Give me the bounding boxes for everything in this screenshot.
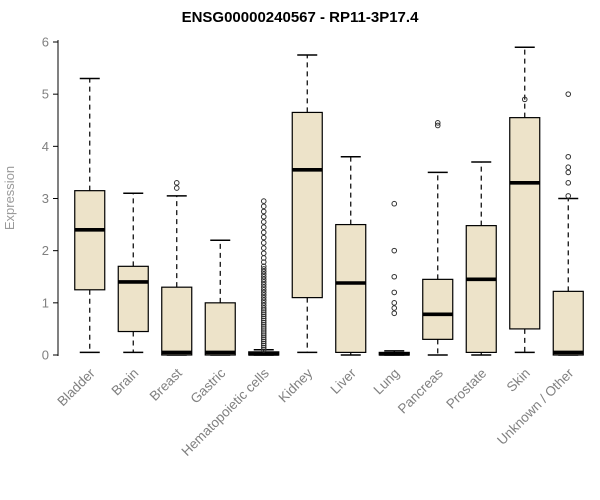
box (422, 278, 454, 340)
outlier-point (260, 302, 267, 309)
outlier-point (260, 284, 267, 290)
x-category-label: Kidney (276, 365, 316, 405)
x-category-label: Gastric (188, 365, 229, 406)
box (161, 286, 193, 356)
outlier-point (565, 169, 572, 176)
box (335, 223, 367, 353)
outlier-point (260, 297, 267, 304)
outlier-point (173, 180, 180, 186)
outlier-point (260, 294, 267, 301)
boxplot-group-breast: Breast (147, 180, 193, 404)
x-category-label: Breast (147, 365, 185, 403)
outlier-point (391, 273, 398, 280)
box (552, 290, 584, 356)
outlier-point (260, 305, 267, 311)
outlier-point (260, 300, 267, 306)
outlier-point (260, 240, 267, 246)
outlier-point (391, 310, 398, 317)
outlier-point (260, 203, 267, 210)
outlier-point (565, 153, 572, 160)
plot-area: 0 1 2 3 4 5 6 Bladder Brain Breast GastricHematopo… (42, 35, 584, 459)
outlier-point (260, 250, 267, 257)
boxplot-group-bladder: Bladder (54, 77, 106, 409)
outlier-point (434, 122, 441, 129)
outlier-point (260, 219, 267, 225)
outlier-point (521, 96, 528, 103)
y-tick-label: 5 (42, 87, 49, 102)
y-tick-label: 0 (42, 348, 49, 363)
chart-title: ENSG00000240567 - RP11-3P17.4 (182, 9, 419, 26)
box (465, 225, 497, 353)
outlier-point (260, 268, 267, 275)
boxplot-group-gastric: Gastric (188, 239, 236, 406)
y-tick-label: 2 (42, 243, 49, 258)
box (117, 265, 149, 333)
outlier-point (260, 234, 267, 241)
x-category-label: Lung (371, 366, 403, 398)
x-category-label: Hematopoietic cells (178, 365, 272, 459)
outlier-point (260, 271, 267, 277)
boxplot-group-lung: Lung (371, 200, 410, 398)
outlier-point (260, 289, 267, 296)
boxplot-group-liver: Liver (328, 156, 367, 397)
boxplot-group-brain: Brain (108, 192, 149, 399)
outlier-point (260, 213, 267, 220)
outlier-point (260, 292, 267, 298)
y-tick-label: 4 (42, 139, 49, 154)
outlier-point (260, 286, 267, 293)
x-category-label: Unknown / Other (494, 365, 577, 448)
outlier-point (260, 273, 267, 280)
box (509, 117, 541, 330)
y-tick-label: 6 (42, 35, 49, 50)
x-category-label: Pancreas (395, 365, 446, 416)
outlier-point (565, 164, 572, 170)
box (204, 302, 236, 356)
x-category-label: Liver (328, 365, 360, 397)
y-tick-label: 3 (42, 191, 49, 206)
outlier-point (260, 245, 267, 251)
outlier-point (260, 198, 267, 204)
outlier-point (391, 300, 398, 306)
outlier-point (391, 305, 398, 311)
outlier-point (260, 229, 267, 236)
y-tick-label: 1 (42, 295, 49, 310)
outlier-point (260, 276, 267, 283)
x-category-label: Skin (504, 366, 533, 395)
y-axis-label: Expression (2, 166, 17, 230)
outlier-point (173, 185, 180, 191)
outlier-point (391, 200, 398, 207)
box (74, 190, 106, 291)
outlier-point (434, 120, 441, 126)
outlier-point (260, 281, 267, 288)
outlier-point (260, 224, 267, 230)
x-category-label: Brain (108, 366, 141, 399)
outlier-point (260, 208, 267, 215)
outlier-point (260, 279, 267, 285)
x-category-label: Bladder (54, 365, 98, 409)
outlier-point (391, 247, 398, 254)
boxplot-group-skin: Skin (504, 46, 541, 395)
boxplot-group-pancreas: Pancreas (395, 120, 454, 416)
x-category-label: Prostate (443, 366, 489, 412)
outlier-point (260, 266, 267, 272)
outlier-point (565, 180, 572, 186)
boxplot-group-kidney: Kidney (276, 54, 323, 405)
outlier-point (565, 91, 572, 97)
box (291, 111, 323, 299)
outlier-point (391, 289, 398, 296)
outlier-point (565, 193, 572, 199)
